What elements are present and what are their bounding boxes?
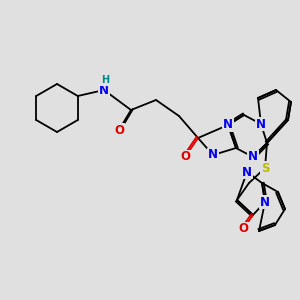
- Text: N: N: [260, 196, 270, 208]
- Text: N: N: [248, 151, 258, 164]
- Text: O: O: [238, 223, 248, 236]
- Text: N: N: [208, 148, 218, 161]
- Text: O: O: [180, 151, 190, 164]
- Text: S: S: [261, 161, 269, 175]
- Text: N: N: [99, 83, 109, 97]
- Text: H: H: [101, 75, 109, 85]
- Text: N: N: [223, 118, 233, 131]
- Text: N: N: [256, 118, 266, 130]
- Text: N: N: [242, 166, 252, 178]
- Text: O: O: [114, 124, 124, 136]
